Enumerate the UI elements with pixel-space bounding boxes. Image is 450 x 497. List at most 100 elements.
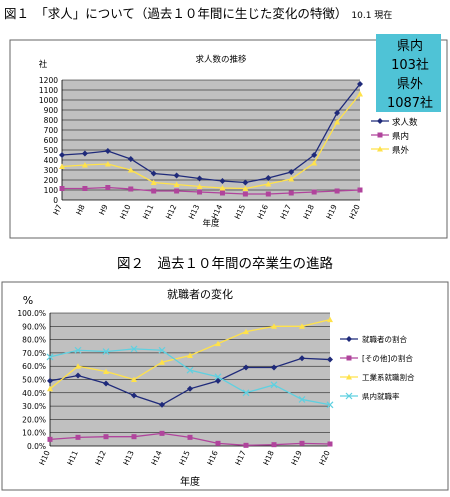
chart2-point bbox=[103, 368, 109, 375]
chart1-y-tick: 1100 bbox=[39, 86, 58, 95]
chart1-point bbox=[151, 188, 157, 194]
chart2-point-b bbox=[130, 345, 138, 353]
chart2-point-b bbox=[46, 353, 54, 361]
chart2-x-label: 年度 bbox=[180, 475, 200, 488]
chart1-y-label: 社 bbox=[39, 59, 48, 70]
chart1-point bbox=[288, 169, 295, 175]
chart2-point bbox=[215, 440, 221, 446]
chart1-legend-marker bbox=[377, 132, 383, 138]
chart2-point bbox=[242, 389, 250, 397]
chart2-point bbox=[299, 355, 305, 362]
chart2-point-b bbox=[326, 401, 334, 409]
chart2-point-b bbox=[214, 373, 222, 381]
chart1-y-tick: 1000 bbox=[39, 96, 58, 105]
chart2-legend-marker bbox=[346, 355, 352, 361]
chart1-legend-label: 県内 bbox=[392, 131, 409, 142]
callout-text: 県内 bbox=[397, 38, 423, 54]
chart1-series-line bbox=[61, 93, 361, 190]
callout-text: 県外 bbox=[397, 77, 423, 92]
chart1-y-tick: 700 bbox=[44, 126, 59, 135]
chart1-point bbox=[174, 188, 180, 194]
chart2-point bbox=[243, 442, 249, 448]
chart2-point bbox=[327, 441, 333, 447]
chart2-y-tick: 50.0% bbox=[22, 376, 46, 385]
chart2-point bbox=[243, 364, 249, 371]
figure1-heading-text: 図１ 「求人」について（過去１０年間に生じた変化の特徴） bbox=[4, 6, 348, 21]
chart1-point bbox=[128, 186, 134, 192]
chart2-point bbox=[46, 353, 54, 361]
chart2-y-tick: 10.0% bbox=[22, 429, 46, 438]
chart1-point bbox=[59, 163, 65, 169]
chart2-point-b bbox=[158, 346, 166, 354]
chart1-point bbox=[265, 191, 271, 197]
chart1-point bbox=[127, 167, 134, 173]
chart1-point bbox=[104, 148, 111, 154]
chart1-point bbox=[311, 189, 317, 195]
chart2-point bbox=[47, 377, 53, 384]
chart2-point bbox=[74, 346, 82, 354]
chart2-point-b bbox=[102, 348, 110, 355]
chart1-point bbox=[127, 156, 134, 162]
chart2-point bbox=[75, 372, 81, 379]
chart1-point bbox=[104, 161, 111, 167]
chart2-legend-label: 県内就職率 bbox=[362, 391, 400, 401]
callout-box bbox=[376, 34, 441, 112]
chart2-point bbox=[159, 401, 165, 408]
chart2-point bbox=[103, 434, 109, 440]
chart2-y-tick: 40.0% bbox=[22, 389, 46, 398]
chart2-legend-marker-b bbox=[345, 392, 353, 400]
chart2-point bbox=[131, 392, 137, 399]
chart1-point bbox=[219, 190, 225, 196]
chart2-y-tick: 70.0% bbox=[22, 349, 46, 358]
chart1-y-tick: 200 bbox=[44, 176, 59, 185]
chart1-legend-label: 県外 bbox=[392, 145, 410, 156]
chart2-point bbox=[131, 434, 137, 440]
chart1-point bbox=[81, 150, 88, 157]
chart2-point bbox=[187, 385, 193, 392]
callout-text: 103社 bbox=[391, 57, 429, 73]
chart1-y-tick: 800 bbox=[44, 116, 59, 125]
chart2-point bbox=[130, 345, 138, 353]
chart1-point bbox=[173, 181, 180, 187]
chart2-point bbox=[103, 380, 109, 387]
chart1-point bbox=[59, 152, 65, 158]
figure1-date-note: 10.1 現在 bbox=[351, 11, 393, 21]
chart1-point bbox=[59, 186, 65, 191]
chart1-legend-marker bbox=[377, 146, 383, 152]
chart1-legend-label: 求人数 bbox=[392, 117, 418, 128]
chart1-point bbox=[357, 81, 363, 87]
chart1-point bbox=[173, 172, 180, 179]
chart2-point-b bbox=[74, 346, 82, 354]
chart2-y-tick: 30.0% bbox=[22, 402, 46, 411]
chart1-point bbox=[219, 178, 226, 184]
chart1-title: 求人数の推移 bbox=[195, 54, 247, 65]
chart1-point bbox=[219, 185, 226, 191]
chart2-point bbox=[47, 436, 53, 442]
chart2-point bbox=[131, 376, 137, 382]
figure2-heading: 図２ 過去１０年間の卒業生の進路 bbox=[117, 256, 333, 272]
chart1-point bbox=[357, 187, 363, 193]
chart1-point bbox=[265, 181, 272, 187]
chart2-point bbox=[187, 352, 193, 359]
chart1-point bbox=[150, 179, 157, 185]
chart1-y-tick: 900 bbox=[44, 106, 59, 115]
chart2-point bbox=[186, 366, 194, 374]
chart1-point bbox=[334, 188, 340, 194]
chart2-title: 就職者の変化 bbox=[167, 287, 233, 301]
chart2-y-tick: 90.0% bbox=[22, 322, 46, 331]
chart1-point bbox=[197, 189, 203, 195]
chart2-point-b bbox=[270, 381, 278, 389]
chart1-series-line bbox=[62, 186, 361, 195]
chart1-y-tick: 400 bbox=[44, 156, 59, 165]
chart2-y-tick: 100.0% bbox=[17, 309, 46, 318]
chart1-point bbox=[242, 179, 249, 186]
chart2-point bbox=[187, 434, 193, 440]
chart1-y-tick: 300 bbox=[44, 166, 59, 175]
chart2-y-tick: 0.0% bbox=[27, 442, 46, 451]
chart1-x-tick: H7 bbox=[51, 203, 64, 216]
chart2-point bbox=[327, 356, 333, 363]
callout-text: 1087社 bbox=[387, 95, 433, 111]
chart2-y-tick: 60.0% bbox=[22, 362, 46, 371]
chart1-point bbox=[311, 152, 318, 158]
chart2-legend-marker bbox=[346, 336, 352, 342]
